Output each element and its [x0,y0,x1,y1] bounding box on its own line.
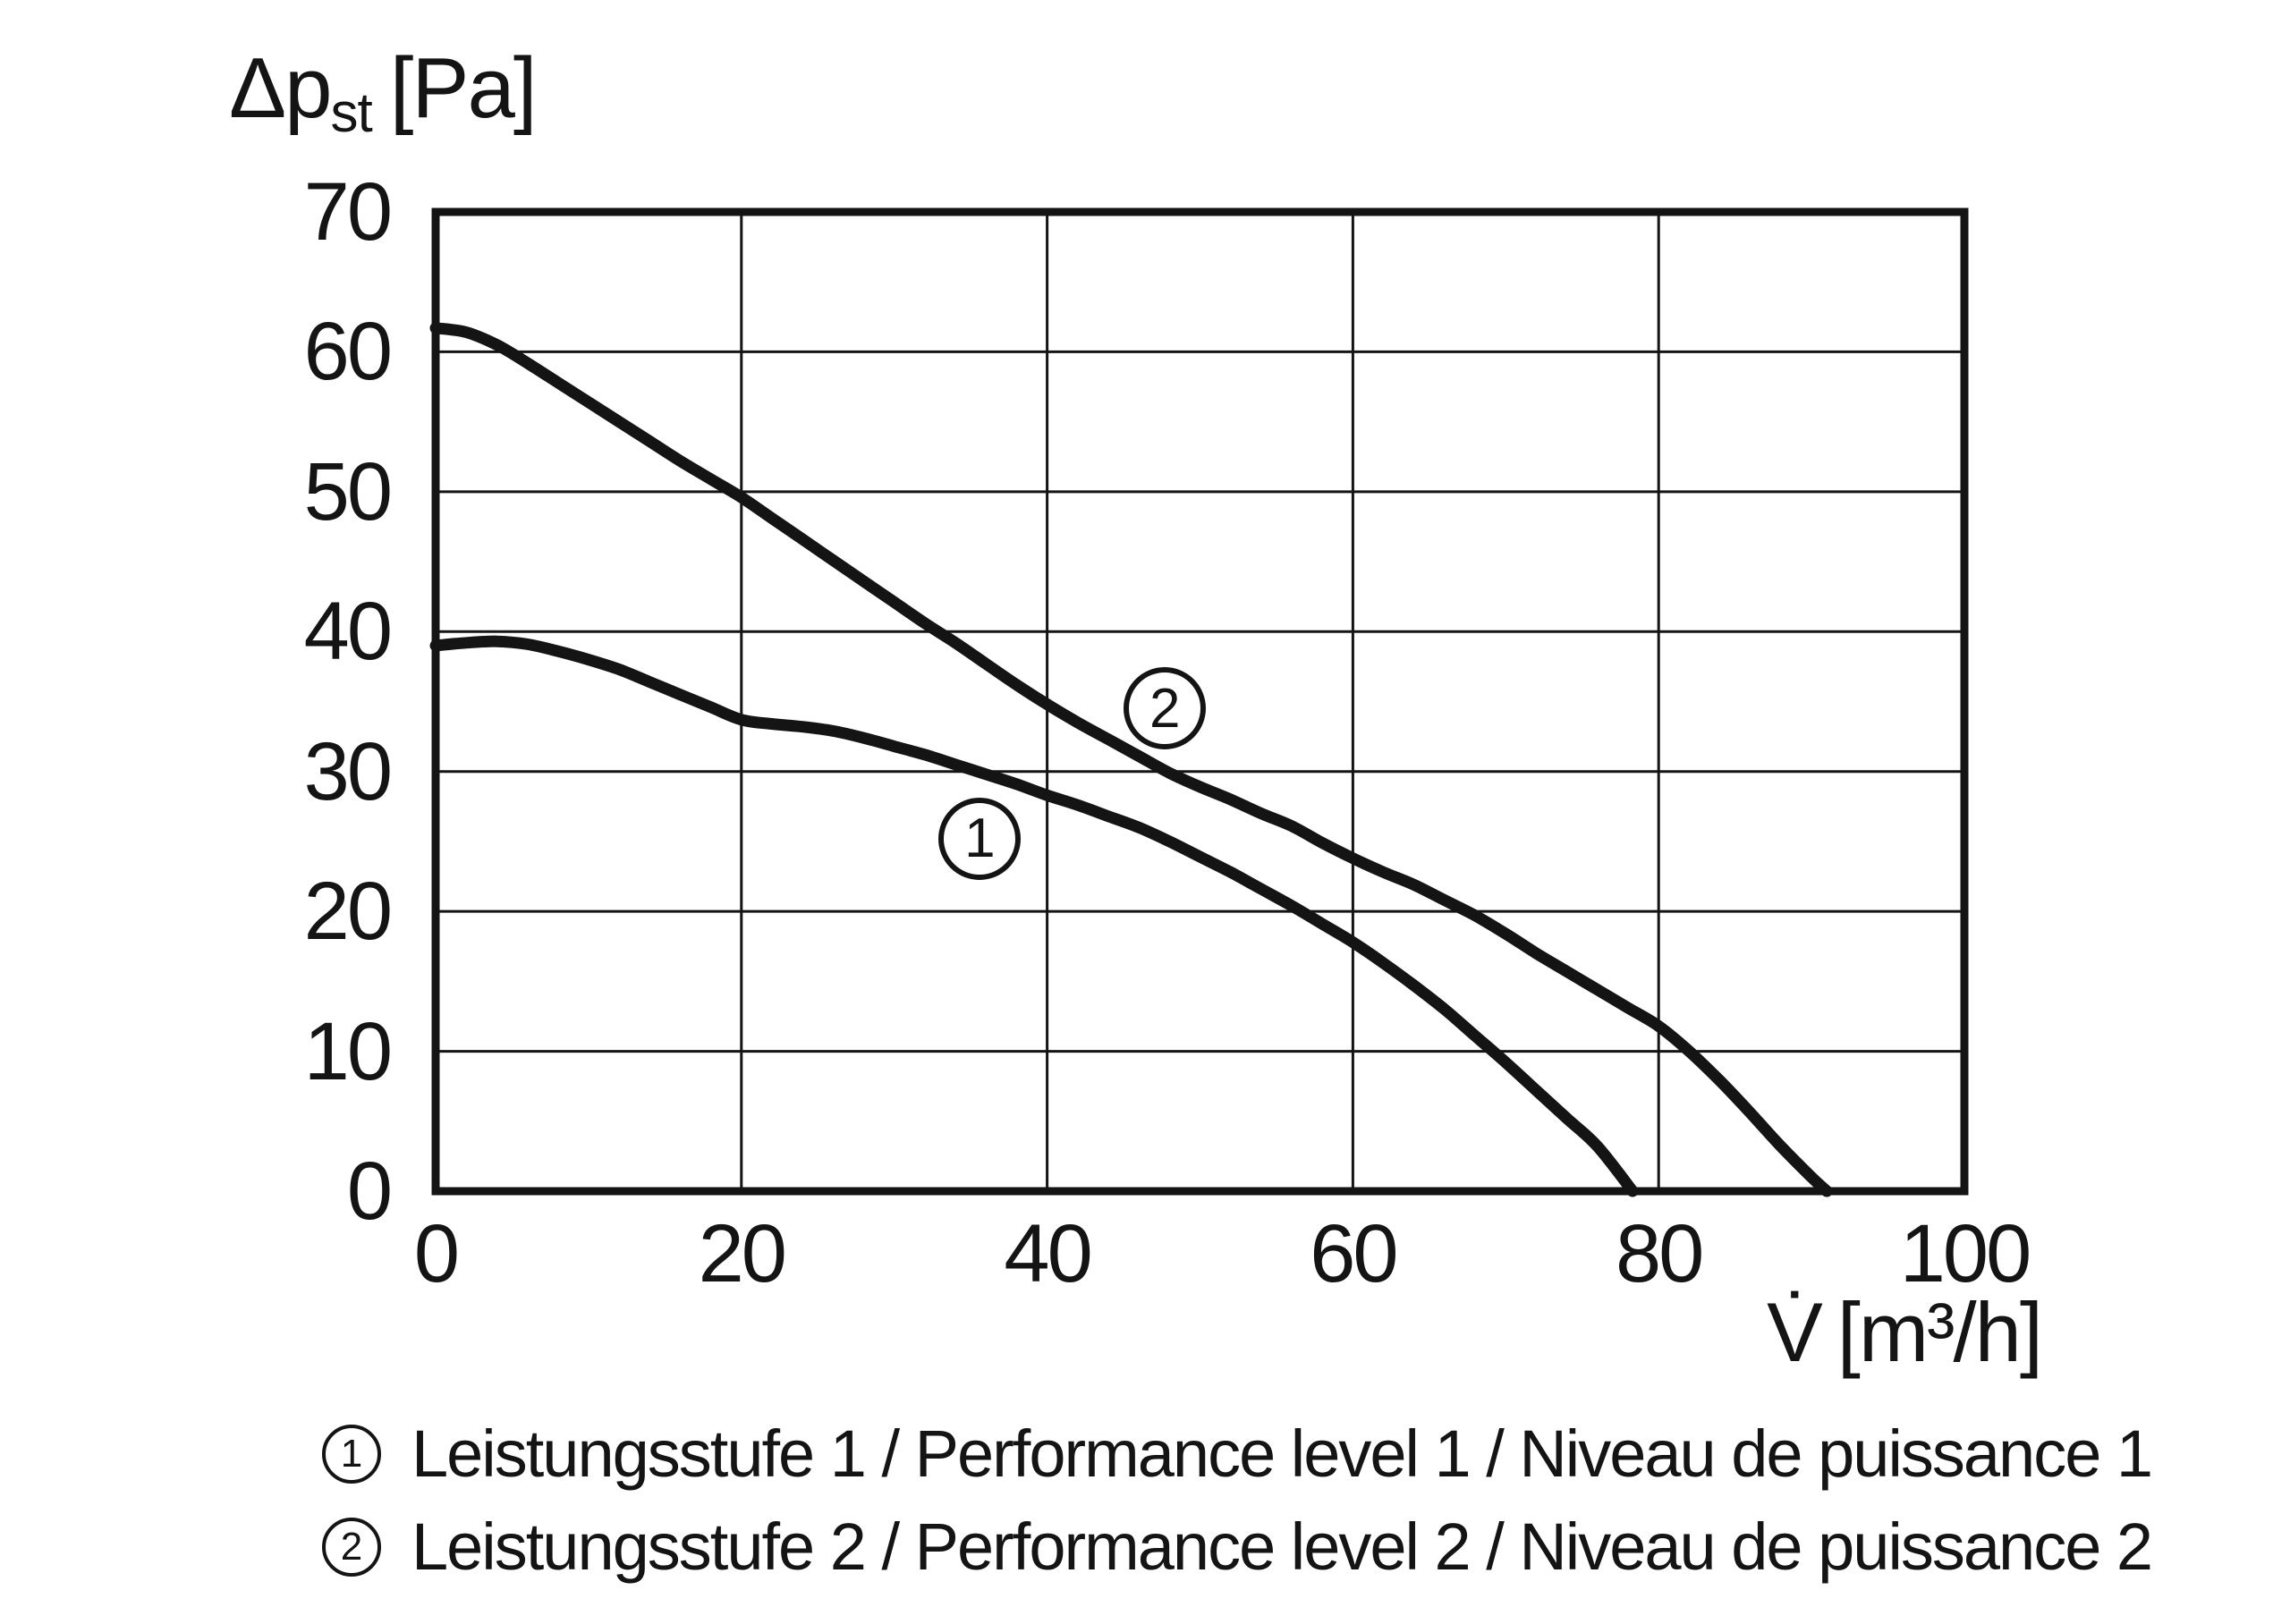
x-axis-title: V̇ [m³/h] [1767,1285,2043,1379]
x-tick-label: 60 [1310,1208,1398,1299]
curve-1-marker: 1 [938,797,1022,880]
curve-2 [429,322,1833,1197]
x-axis-quantity: V̇ [1767,1285,1823,1379]
curve-1 [429,635,1639,1197]
x-tick-label: 0 [413,1208,460,1299]
y-tick-label: 10 [303,1005,393,1097]
y-tick-label: 70 [303,166,393,258]
legend-text-1: Leistungsstufe 1 / Performance level 1 /… [411,1417,2153,1491]
y-tick-label: 60 [303,306,393,398]
legend: 1 Leistungsstufe 1 / Performance level 1… [322,1411,2153,1590]
circled-number-2-icon: 2 [322,1518,381,1577]
y-tick-label: 20 [303,866,393,958]
circled-number-1-icon: 1 [322,1425,381,1484]
legend-item-1: 1 Leistungsstufe 1 / Performance level 1… [322,1411,2153,1497]
legend-item-2: 2 Leistungsstufe 2 / Performance level 2… [322,1504,2153,1590]
y-axis-quantity: Δp [229,40,333,136]
curve-2-marker: 2 [1124,667,1207,750]
legend-text-2: Leistungsstufe 2 / Performance level 2 /… [411,1510,2153,1584]
y-axis-subscript: st [330,82,373,144]
plot-border [431,207,1969,1196]
x-tick-label: 20 [698,1208,787,1299]
x-tick-label: 80 [1616,1208,1704,1299]
y-axis-unit: [Pa] [389,40,538,136]
y-tick-label: 0 [346,1146,393,1237]
x-tick-label: 40 [1004,1208,1092,1299]
y-tick-label: 40 [303,586,393,678]
y-axis-title: Δpst [Pa] [229,39,538,163]
x-tick-label: 100 [1899,1208,2032,1299]
x-axis-unit: [m³/h] [1836,1285,2043,1379]
y-tick-label: 50 [303,445,393,537]
y-tick-label: 30 [303,725,393,817]
